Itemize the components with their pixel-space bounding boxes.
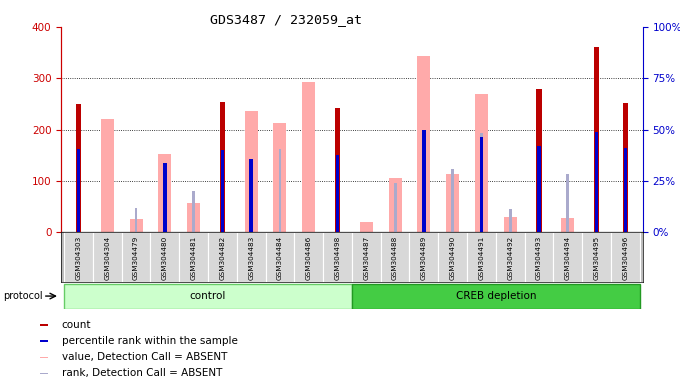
Bar — [279, 149, 282, 232]
Text: GSM304495: GSM304495 — [594, 236, 600, 280]
Bar — [122, 232, 150, 282]
Text: GSM304491: GSM304491 — [479, 236, 484, 280]
Text: GSM304488: GSM304488 — [392, 236, 398, 280]
Text: GSM304489: GSM304489 — [421, 236, 427, 280]
Text: count: count — [61, 320, 91, 330]
Bar — [480, 133, 483, 232]
Bar — [409, 232, 438, 282]
Bar — [323, 232, 352, 282]
Text: GSM304493: GSM304493 — [536, 236, 542, 280]
Bar — [237, 232, 266, 282]
Bar — [566, 174, 569, 232]
Bar — [220, 103, 225, 232]
Bar — [163, 163, 167, 232]
Bar — [76, 104, 81, 232]
Bar — [452, 169, 454, 232]
Bar — [40, 324, 48, 326]
Bar — [524, 232, 554, 282]
Bar — [302, 82, 316, 232]
Bar — [537, 146, 541, 232]
Bar — [245, 111, 258, 232]
Bar — [360, 222, 373, 232]
Text: GSM304492: GSM304492 — [507, 236, 513, 280]
Bar — [394, 182, 396, 232]
Bar — [135, 208, 137, 232]
Bar — [594, 47, 599, 232]
Text: GSM304481: GSM304481 — [190, 236, 197, 280]
Bar — [352, 283, 640, 309]
Bar — [158, 154, 171, 232]
Text: CREB depletion: CREB depletion — [456, 291, 536, 301]
Bar — [418, 56, 430, 232]
Bar — [220, 150, 224, 232]
Bar — [40, 373, 48, 374]
Bar — [475, 94, 488, 232]
Bar — [150, 232, 180, 282]
Bar — [352, 232, 381, 282]
Bar — [93, 232, 122, 282]
Bar — [496, 232, 524, 282]
Bar — [266, 232, 294, 282]
Text: GSM304482: GSM304482 — [220, 236, 225, 280]
Text: GSM304480: GSM304480 — [162, 236, 168, 280]
Bar — [250, 159, 253, 232]
Text: value, Detection Call = ABSENT: value, Detection Call = ABSENT — [61, 352, 227, 362]
Bar — [130, 220, 143, 232]
Bar — [40, 341, 48, 342]
Bar — [554, 232, 582, 282]
Text: rank, Detection Call = ABSENT: rank, Detection Call = ABSENT — [61, 368, 222, 379]
Bar — [537, 88, 541, 232]
Text: GSM304494: GSM304494 — [565, 236, 571, 280]
Bar — [623, 103, 628, 232]
Text: protocol: protocol — [3, 291, 43, 301]
Text: GSM304486: GSM304486 — [306, 236, 311, 280]
Bar — [422, 129, 426, 232]
Text: GSM304498: GSM304498 — [335, 236, 341, 280]
Bar — [582, 232, 611, 282]
Bar — [101, 119, 114, 232]
Text: GSM304496: GSM304496 — [622, 236, 628, 280]
Text: GSM304490: GSM304490 — [449, 236, 456, 280]
Bar — [294, 232, 323, 282]
Bar — [595, 132, 598, 232]
Bar — [446, 174, 459, 232]
Bar — [208, 232, 237, 282]
Bar — [192, 191, 195, 232]
Bar — [467, 232, 496, 282]
Bar — [611, 232, 640, 282]
Text: GDS3487 / 232059_at: GDS3487 / 232059_at — [209, 13, 362, 26]
Text: percentile rank within the sample: percentile rank within the sample — [61, 336, 237, 346]
Text: GSM304303: GSM304303 — [75, 236, 82, 280]
Bar — [479, 137, 483, 232]
Text: control: control — [190, 291, 226, 301]
Bar — [504, 217, 517, 232]
Bar — [187, 203, 200, 232]
Bar — [273, 123, 286, 232]
Bar — [335, 108, 340, 232]
Bar — [64, 232, 93, 282]
Bar — [388, 179, 402, 232]
Bar — [77, 149, 80, 232]
Bar — [180, 232, 208, 282]
Bar — [561, 218, 574, 232]
Bar — [624, 147, 627, 232]
Bar — [40, 357, 48, 358]
Text: GSM304483: GSM304483 — [248, 236, 254, 280]
Text: GSM304479: GSM304479 — [133, 236, 139, 280]
Bar — [64, 283, 352, 309]
Text: GSM304484: GSM304484 — [277, 236, 283, 280]
Bar — [336, 155, 339, 232]
Text: GSM304304: GSM304304 — [104, 236, 110, 280]
Bar — [381, 232, 409, 282]
Bar — [438, 232, 467, 282]
Text: GSM304487: GSM304487 — [363, 236, 369, 280]
Bar — [509, 209, 511, 232]
